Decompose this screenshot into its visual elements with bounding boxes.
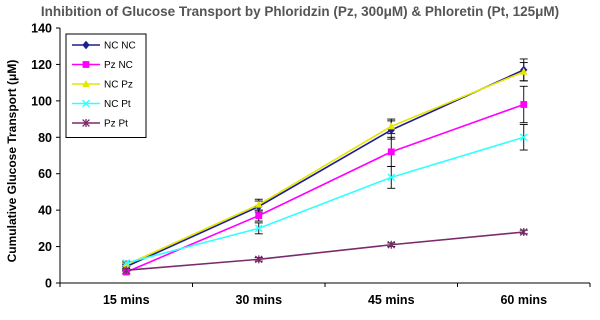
data-point bbox=[520, 101, 528, 108]
data-point bbox=[519, 133, 528, 142]
y-tick-label: 20 bbox=[38, 240, 52, 254]
y-tick-label: 60 bbox=[38, 167, 52, 181]
legend-marker bbox=[82, 80, 90, 87]
data-point bbox=[122, 266, 131, 275]
legend-marker bbox=[82, 99, 90, 108]
data-point bbox=[254, 224, 263, 233]
data-point bbox=[387, 122, 396, 130]
y-tick-label: 40 bbox=[38, 204, 52, 218]
series-line bbox=[125, 69, 525, 268]
legend-marker bbox=[82, 119, 90, 127]
legend-box bbox=[65, 33, 147, 138]
series-line bbox=[125, 70, 525, 266]
y-tick-label: 140 bbox=[31, 22, 52, 36]
x-tick-label: 30 mins bbox=[235, 293, 282, 307]
data-point bbox=[519, 228, 528, 236]
legend-label: NC Pz bbox=[104, 80, 133, 91]
data-point bbox=[519, 67, 528, 75]
y-axis-label: Cumulative Glucose Transport (μM) bbox=[5, 60, 19, 263]
legend-label: Pz NC bbox=[104, 60, 133, 71]
y-tick-label: 120 bbox=[31, 58, 52, 72]
y-tick-label: 80 bbox=[38, 131, 52, 145]
data-point bbox=[122, 260, 131, 268]
data-point bbox=[387, 173, 396, 182]
x-tick-label: 15 mins bbox=[103, 293, 150, 307]
series-lines bbox=[125, 69, 525, 273]
legend-marker bbox=[82, 40, 90, 50]
x-tick-label: 60 mins bbox=[500, 293, 547, 307]
data-point bbox=[254, 200, 263, 208]
series-line bbox=[126, 136, 524, 264]
y-tick-label: 0 bbox=[45, 277, 52, 291]
data-point bbox=[254, 255, 263, 264]
series-line bbox=[125, 103, 525, 273]
y-tick-label: 100 bbox=[31, 94, 52, 108]
data-point bbox=[387, 148, 395, 156]
series-markers bbox=[122, 65, 528, 276]
legend: NC NC Pz NC NC Pz NC Pt Pz Pt bbox=[65, 33, 147, 138]
legend-label: Pz Pt bbox=[104, 119, 128, 130]
series-line bbox=[126, 231, 524, 272]
data-point bbox=[122, 259, 131, 267]
legend-label: NC NC bbox=[104, 41, 136, 52]
data-point bbox=[255, 212, 263, 220]
legend-marker bbox=[82, 61, 90, 68]
legend-label: NC Pt bbox=[104, 99, 131, 110]
axes: 0 20 40 60 80 100 120 140 15 mins 30 mins 45 mins 6… bbox=[31, 22, 591, 307]
data-point bbox=[387, 240, 396, 249]
x-tick-label: 45 mins bbox=[368, 293, 415, 307]
chart-title: Inhibition of Glucose Transport by Phlor… bbox=[41, 4, 559, 19]
